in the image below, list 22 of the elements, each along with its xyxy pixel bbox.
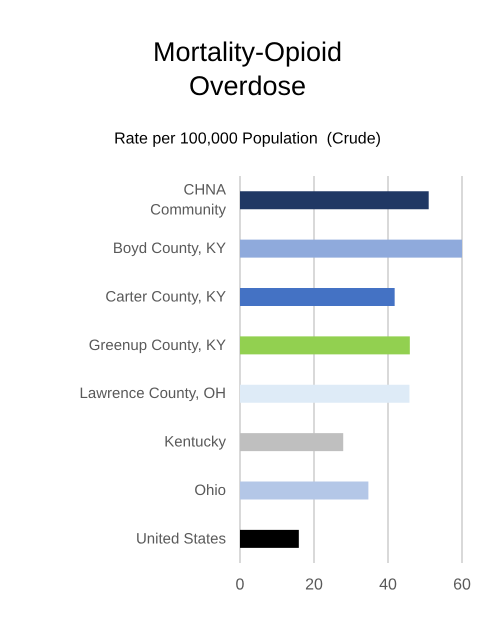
x-tick-label: 60 [453,576,471,594]
chart-subtitle: Rate per 100,000 Population (Crude) [114,130,381,148]
y-tick-label: Boyd County, KY [112,240,226,258]
y-tick-label: Kentucky [164,434,226,451]
y-tick-label: Carter County, KY [105,288,226,306]
y-tick-label: Greenup County, KY [88,336,226,354]
x-tick-label: 20 [305,576,323,594]
bar [240,384,410,403]
bar [240,288,395,306]
bar [240,240,462,258]
y-tick-label: United States [136,530,226,548]
bar [240,336,410,354]
y-tick-label: Lawrence County, OH [80,385,226,402]
x-tick-label: 40 [379,576,397,594]
bar [240,433,344,452]
chart-title: Mortality-Opioid Overdose [152,37,342,101]
bar [240,530,299,548]
y-tick-label: CHNA Community [150,182,226,219]
bar [240,191,429,210]
y-tick-label: Ohio [194,482,226,499]
bar [240,481,368,500]
x-tick-label: 0 [236,576,245,594]
